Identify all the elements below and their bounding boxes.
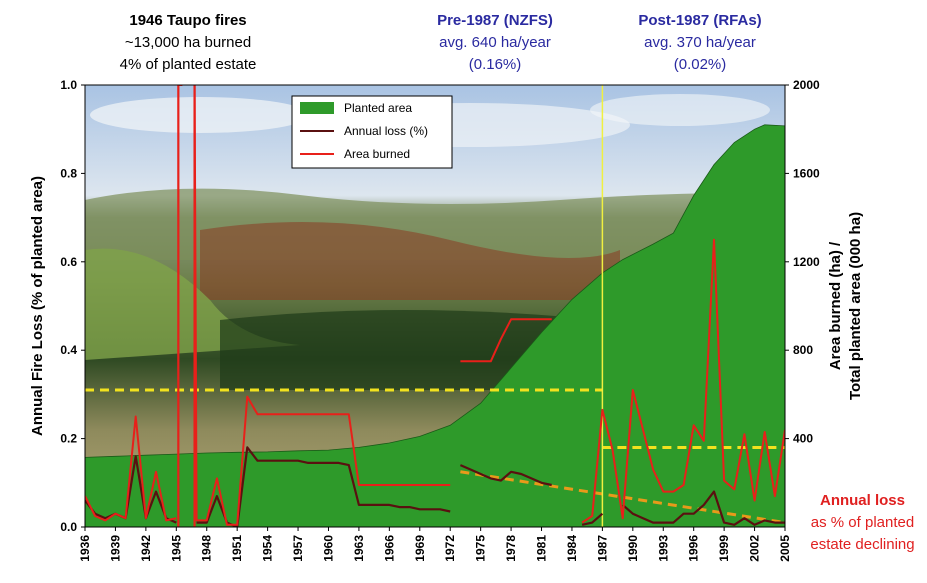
x-tick-label: 1987 [595,535,609,562]
header-post1987-title: Post-1987 (RFAs) [638,12,762,29]
annual-loss-note: Annual loss as % of planted estate decli… [800,490,925,556]
header-taupo-title: 1946 Taupo fires [129,12,247,29]
x-tick-label: 1990 [626,535,640,562]
legend-area-burned-label: Area burned [344,147,410,161]
right-tick-label: 1200 [793,255,820,269]
x-tick-label: 2002 [748,535,762,562]
area-burned-line [193,85,451,526]
x-tick-label: 1969 [413,535,427,562]
left-tick-label: 0.2 [60,432,77,446]
header-post1987-line1: avg. 370 ha/year [644,34,756,51]
x-tick-label: 1996 [687,535,701,562]
right-tick-label: 2000 [793,78,820,92]
header-post1987-line2: (0.02%) [673,56,727,73]
x-tick-label: 2005 [778,535,792,562]
x-tick-label: 1951 [230,535,244,562]
x-tick-label: 1963 [352,535,366,562]
x-axis-ticks: 1936 1939 1942 1945 1948 1951 1954 1957 1960 1963… [78,527,792,562]
annual-loss-line [459,464,552,487]
header-post1987: Post-1987 (RFAs) avg. 370 ha/year (0.02%… [600,10,800,76]
x-tick-label: 1936 [78,535,92,562]
right-axis-label-line1: Area burned (ha) / [827,241,844,370]
header-pre1987-line2: (0.16%) [468,56,522,73]
legend-planted-swatch [300,102,334,114]
x-tick-label: 1993 [656,535,670,562]
left-tick-label: 0.8 [60,166,77,180]
right-tick-label: 1600 [793,166,820,180]
planted-area-fill [85,124,785,527]
x-tick-label: 1975 [474,535,488,562]
right-axis-ticks: 400 800 1200 1600 2000 [785,78,820,446]
annual-loss-note-line1: as % of planted [810,514,915,531]
x-tick-label: 1981 [535,535,549,562]
header-pre1987-line1: avg. 640 ha/year [439,34,551,51]
x-tick-label: 1999 [717,535,731,562]
left-tick-label: 0.0 [60,520,77,534]
header-taupo-line2: 4% of planted estate [119,56,257,73]
annual-loss-line [581,512,604,526]
x-tick-label: 1948 [200,535,214,562]
x-tick-label: 1942 [139,535,153,562]
header-pre1987-title: Pre-1987 (NZFS) [437,12,553,29]
x-tick-label: 1978 [504,535,518,562]
x-tick-label: 1939 [108,535,122,562]
left-axis-label: Annual Fire Loss (% of planted area) [29,176,46,436]
x-tick-label: 1966 [382,535,396,562]
plot-frame [84,84,786,528]
header-pre1987: Pre-1987 (NZFS) avg. 640 ha/year (0.16%) [400,10,590,76]
annual-loss-trend-line [460,470,785,525]
annual-loss-line [85,455,177,524]
annual-loss-note-line2: estate declining [810,536,915,553]
left-tick-label: 0.4 [60,343,77,357]
left-tick-label: 1.0 [60,78,77,92]
x-tick-label: 1945 [169,535,183,562]
legend-planted-label: Planted area [344,101,412,115]
chart-series [85,85,785,527]
area-burned-line [460,318,552,363]
header-taupo: 1946 Taupo fires ~13,000 ha burned 4% of… [88,10,288,76]
x-tick-label: 1954 [261,535,275,562]
right-axis-label-line2: Total planted area (000 ha) [847,212,864,400]
area-burned-line [85,415,177,522]
x-tick-label: 1960 [321,535,335,562]
legend: Planted area Annual loss (%) Area burned [291,95,453,169]
x-tick-label: 1984 [565,535,579,562]
x-tick-label: 1957 [291,535,305,562]
left-tick-label: 0.6 [60,255,77,269]
annual-loss-note-title: Annual loss [819,492,905,509]
right-tick-label: 400 [793,432,813,446]
x-tick-label: 1972 [443,535,457,562]
header-taupo-line1: ~13,000 ha burned [124,34,252,51]
right-tick-label: 800 [793,343,813,357]
annual-loss-line [621,490,785,526]
area-burned-line [581,238,785,524]
left-axis-ticks: 0.0 0.2 0.4 0.6 0.8 1.0 [60,78,85,534]
legend-annual-loss-label: Annual loss (%) [344,124,428,138]
